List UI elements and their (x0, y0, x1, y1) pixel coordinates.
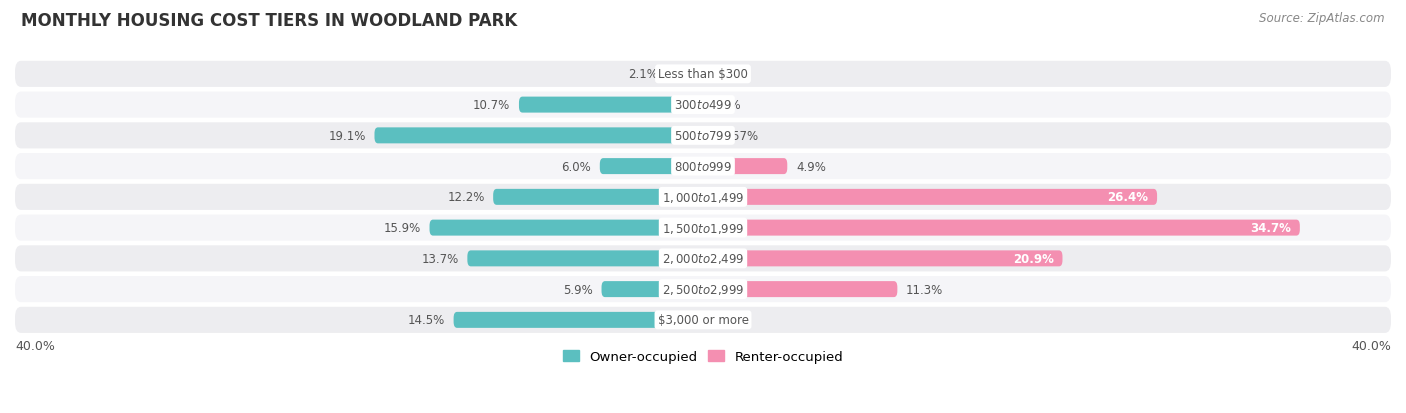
FancyBboxPatch shape (519, 97, 703, 113)
Text: 14.5%: 14.5% (408, 313, 446, 327)
FancyBboxPatch shape (703, 159, 787, 175)
Text: 12.2%: 12.2% (447, 191, 485, 204)
Text: 0.0%: 0.0% (711, 99, 741, 112)
FancyBboxPatch shape (15, 123, 1391, 149)
FancyBboxPatch shape (494, 190, 703, 205)
Text: 11.3%: 11.3% (905, 283, 943, 296)
Text: 4.9%: 4.9% (796, 160, 825, 173)
FancyBboxPatch shape (703, 128, 713, 144)
Text: 10.7%: 10.7% (472, 99, 510, 112)
Text: 6.0%: 6.0% (561, 160, 591, 173)
Text: 19.1%: 19.1% (329, 130, 366, 142)
FancyBboxPatch shape (703, 220, 1299, 236)
Text: 20.9%: 20.9% (1012, 252, 1054, 265)
Text: 2.1%: 2.1% (628, 68, 658, 81)
Text: 34.7%: 34.7% (1250, 221, 1291, 235)
Text: 5.9%: 5.9% (564, 283, 593, 296)
FancyBboxPatch shape (15, 215, 1391, 241)
FancyBboxPatch shape (15, 246, 1391, 272)
FancyBboxPatch shape (600, 159, 703, 175)
Text: 0.0%: 0.0% (711, 313, 741, 327)
Text: 0.0%: 0.0% (711, 68, 741, 81)
FancyBboxPatch shape (15, 276, 1391, 302)
FancyBboxPatch shape (703, 251, 1063, 267)
FancyBboxPatch shape (666, 66, 703, 83)
Text: 13.7%: 13.7% (422, 252, 458, 265)
Text: $800 to $999: $800 to $999 (673, 160, 733, 173)
Text: $3,000 or more: $3,000 or more (658, 313, 748, 327)
Text: $1,500 to $1,999: $1,500 to $1,999 (662, 221, 744, 235)
Text: Source: ZipAtlas.com: Source: ZipAtlas.com (1260, 12, 1385, 25)
FancyBboxPatch shape (703, 190, 1157, 205)
Text: $300 to $499: $300 to $499 (673, 99, 733, 112)
FancyBboxPatch shape (15, 307, 1391, 333)
Text: 40.0%: 40.0% (15, 339, 55, 352)
Text: 15.9%: 15.9% (384, 221, 420, 235)
Text: $2,500 to $2,999: $2,500 to $2,999 (662, 282, 744, 297)
Text: 0.57%: 0.57% (721, 130, 758, 142)
FancyBboxPatch shape (703, 281, 897, 297)
Text: $500 to $799: $500 to $799 (673, 130, 733, 142)
Text: Less than $300: Less than $300 (658, 68, 748, 81)
Legend: Owner-occupied, Renter-occupied: Owner-occupied, Renter-occupied (558, 345, 848, 369)
FancyBboxPatch shape (15, 154, 1391, 180)
Text: 26.4%: 26.4% (1108, 191, 1149, 204)
FancyBboxPatch shape (429, 220, 703, 236)
Text: $2,000 to $2,499: $2,000 to $2,499 (662, 252, 744, 266)
FancyBboxPatch shape (15, 93, 1391, 119)
FancyBboxPatch shape (602, 281, 703, 297)
Text: $1,000 to $1,499: $1,000 to $1,499 (662, 190, 744, 204)
FancyBboxPatch shape (467, 251, 703, 267)
Text: MONTHLY HOUSING COST TIERS IN WOODLAND PARK: MONTHLY HOUSING COST TIERS IN WOODLAND P… (21, 12, 517, 30)
FancyBboxPatch shape (454, 312, 703, 328)
Text: 40.0%: 40.0% (1351, 339, 1391, 352)
FancyBboxPatch shape (15, 184, 1391, 210)
FancyBboxPatch shape (374, 128, 703, 144)
FancyBboxPatch shape (15, 62, 1391, 88)
